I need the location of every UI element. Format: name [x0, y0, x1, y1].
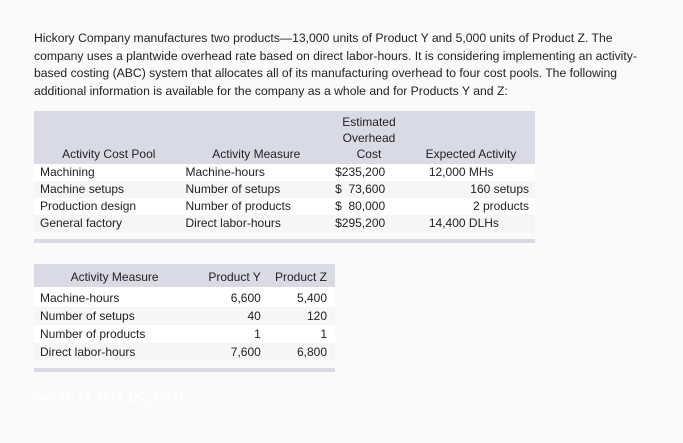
- header-cost-line2: Overhead: [342, 131, 396, 145]
- cell-pool: General factory: [34, 215, 182, 232]
- header-product-z: Product Z: [264, 264, 335, 287]
- table-row: Number of setups 40 120: [34, 307, 335, 325]
- cell-measure: Machine-hours: [181, 164, 332, 181]
- table-spacer: [34, 232, 535, 239]
- table-row: Machining Machine-hours $235,200 12,000 …: [34, 164, 535, 181]
- problem-description: Hickory Company manufactures two product…: [34, 31, 637, 98]
- table-footer-bar: [34, 368, 335, 372]
- cell-measure: Direct labor-hours: [181, 215, 332, 232]
- table-footer-bar: [34, 239, 535, 243]
- cell-pool: Production design: [34, 198, 182, 215]
- cell-cost: $235,200: [331, 164, 407, 181]
- cell-expected: 12,000 MHs: [406, 164, 535, 181]
- cell-measure: Direct labor-hours: [34, 343, 194, 361]
- activity-cost-pool-table: Activity Cost Pool Activity Measure Esti…: [34, 111, 535, 243]
- header-cost-line1: Estimated: [342, 115, 396, 129]
- table-row: General factory Direct labor-hours $295,…: [34, 215, 535, 232]
- cell-product-y: 40: [193, 307, 265, 325]
- cell-measure: Number of products: [181, 198, 332, 215]
- cell-expected: 14,400 DLHs: [406, 215, 535, 232]
- header-activity-measure: Activity Measure: [34, 264, 194, 287]
- cell-measure: Machine-hours: [34, 289, 194, 307]
- cell-pool: Machine setups: [34, 181, 182, 198]
- table-row: Production design Number of products $ 8…: [34, 198, 535, 215]
- cell-cost: $ 80,000: [331, 198, 407, 215]
- header-activity-measure: Activity Measure: [181, 111, 332, 164]
- table-row: Direct labor-hours 7,600 6,800: [34, 343, 335, 361]
- header-cost-line3: Cost: [356, 147, 382, 161]
- cell-pool: Machining: [34, 164, 182, 181]
- table-row: Number of products 1 1: [34, 325, 335, 343]
- revision-watermark: rev: 10_24_2014_QC_57437: [34, 392, 185, 404]
- cell-expected: 160 setups: [406, 181, 535, 198]
- table-row: Machine setups Number of setups $ 73,600…: [34, 181, 535, 198]
- header-expected-activity: Expected Activity: [406, 111, 535, 164]
- cell-product-y: 6,600: [193, 289, 265, 307]
- header-product-y: Product Y: [193, 264, 265, 287]
- cell-measure: Number of products: [34, 325, 194, 343]
- table-spacer: [34, 287, 335, 289]
- header-activity-cost-pool: Activity Cost Pool: [34, 111, 182, 164]
- table-spacer: [34, 361, 335, 368]
- table-row: Machine-hours 6,600 5,400: [34, 289, 335, 307]
- table-header-row: Activity Cost Pool Activity Measure Esti…: [34, 111, 535, 164]
- cell-product-y: 1: [193, 325, 265, 343]
- cell-product-z: 6,800: [264, 343, 335, 361]
- table-header-row: Activity Measure Product Y Product Z: [34, 264, 335, 287]
- cell-measure: Number of setups: [181, 181, 332, 198]
- cell-cost: $ 73,600: [331, 181, 407, 198]
- cell-cost: $295,200: [331, 215, 407, 232]
- cell-measure: Number of setups: [34, 307, 194, 325]
- cell-product-z: 1: [264, 325, 335, 343]
- cell-product-z: 120: [264, 307, 335, 325]
- header-estimated-overhead-cost: Estimated Overhead Cost: [331, 111, 407, 164]
- cell-expected: 2 products: [406, 198, 535, 215]
- cell-product-y: 7,600: [193, 343, 265, 361]
- product-activity-table: Activity Measure Product Y Product Z Mac…: [34, 264, 335, 372]
- cell-product-z: 5,400: [264, 289, 335, 307]
